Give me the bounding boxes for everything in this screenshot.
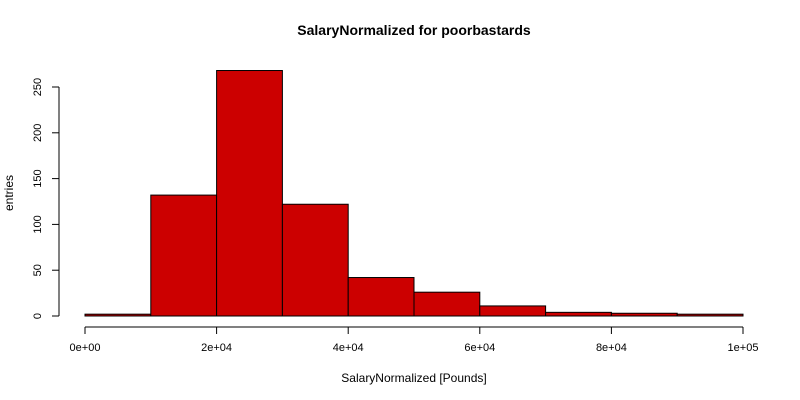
y-tick-label: 100 bbox=[32, 215, 44, 233]
histogram-bar bbox=[413, 291, 481, 317]
y-tick-label: 50 bbox=[32, 264, 44, 276]
y-tick-label: 0 bbox=[32, 313, 44, 319]
histogram-bar bbox=[545, 311, 612, 317]
y-tick-label: 250 bbox=[32, 78, 44, 96]
chart-title: SalaryNormalized for poorbastards bbox=[297, 22, 531, 38]
x-tick-label: 2e+04 bbox=[201, 342, 232, 354]
histogram-bar bbox=[347, 277, 415, 317]
histogram-bar bbox=[610, 312, 678, 317]
histogram-bar bbox=[150, 194, 218, 317]
y-axis-label: entries bbox=[2, 175, 16, 211]
histogram-bar bbox=[84, 313, 152, 317]
histogram-bar bbox=[479, 305, 547, 317]
bars-group bbox=[84, 70, 744, 317]
x-axis-label: SalaryNormalized [Pounds] bbox=[341, 371, 486, 385]
y-axis: 0 50 100 150 200 250 bbox=[32, 78, 60, 319]
x-tick-label: 0e+00 bbox=[70, 342, 101, 354]
x-axis: 0e+00 2e+04 4e+04 6e+04 8e+04 1e+05 bbox=[70, 326, 759, 354]
x-tick-label: 4e+04 bbox=[333, 342, 364, 354]
histogram-bar bbox=[676, 313, 744, 317]
x-tick-label: 8e+04 bbox=[596, 342, 627, 354]
x-tick-label: 6e+04 bbox=[464, 342, 495, 354]
y-tick-label: 200 bbox=[32, 124, 44, 142]
y-tick-label: 150 bbox=[32, 169, 44, 187]
histogram-bar bbox=[216, 70, 283, 317]
x-tick-label: 1e+05 bbox=[728, 342, 759, 354]
histogram-bar bbox=[281, 203, 349, 317]
